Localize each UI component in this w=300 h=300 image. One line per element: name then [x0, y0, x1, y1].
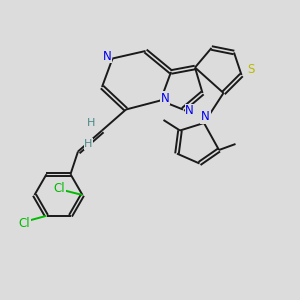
Text: H: H: [84, 139, 93, 149]
Text: H: H: [87, 118, 96, 128]
Text: N: N: [160, 92, 169, 105]
Text: Cl: Cl: [53, 182, 65, 196]
Text: S: S: [248, 63, 255, 76]
Text: N: N: [185, 104, 194, 118]
Text: Cl: Cl: [19, 218, 30, 230]
Text: N: N: [201, 110, 210, 123]
Text: N: N: [103, 50, 112, 63]
